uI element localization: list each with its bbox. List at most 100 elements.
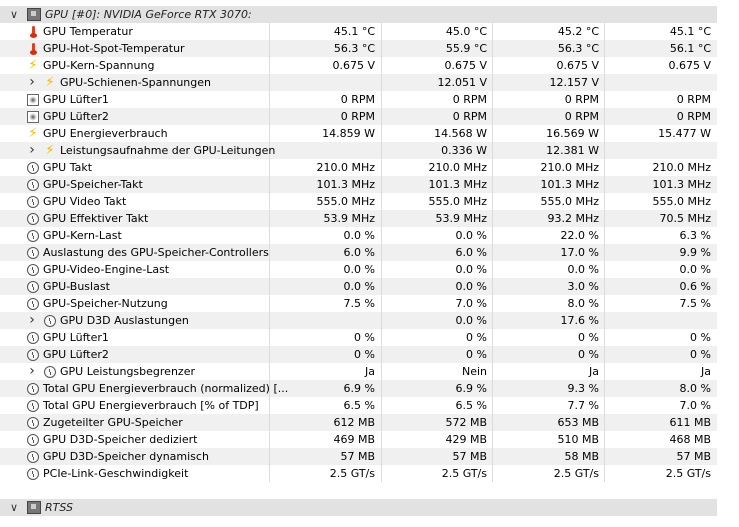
column-divider: [269, 142, 270, 159]
current-value: 612 MB: [333, 416, 375, 429]
max-value: 45.2 °C: [557, 25, 599, 38]
sensor-row[interactable]: Zugeteilter GPU-Speicher 612 MB 572 MB 653 …: [0, 414, 717, 431]
column-divider: [269, 329, 270, 346]
sensor-row[interactable]: › ⚡ Leistungsaufnahme der GPU-Leitungen 0.3…: [0, 142, 717, 159]
sensor-name: GPU D3D-Speicher dynamisch: [27, 448, 209, 465]
sensor-row[interactable]: Total GPU Energieverbrauch (normalized) …: [0, 380, 717, 397]
sensor-row[interactable]: GPU-Kern-Last 0.0 % 0.0 % 22.0 % 6.3 %: [0, 227, 717, 244]
sensor-row[interactable]: Auslastung des GPU-Speicher-Controllers 6…: [0, 244, 717, 261]
column-divider: [492, 261, 493, 278]
column-divider: [381, 261, 382, 278]
sensor-name: GPU-Kern-Last: [27, 227, 122, 244]
collapse-chevron-icon[interactable]: ∨: [9, 8, 19, 21]
current-value: 0 %: [354, 331, 375, 344]
fan-icon: [27, 110, 39, 123]
sensor-row[interactable]: › GPU Leistungsbegrenzer Ja Nein Ja Ja: [0, 363, 717, 380]
sensor-row[interactable]: GPU Lüfter2 0 % 0 % 0 % 0 %: [0, 346, 717, 363]
column-divider: [604, 278, 605, 295]
column-divider: [492, 23, 493, 40]
column-divider: [381, 397, 382, 414]
column-divider: [381, 57, 382, 74]
expand-chevron-icon[interactable]: ›: [29, 363, 35, 379]
current-value: [270, 74, 375, 91]
sensor-name: GPU Effektiver Takt: [27, 210, 148, 227]
sensor-row[interactable]: Total GPU Energieverbrauch [% of TDP] 6.5…: [0, 397, 717, 414]
min-value: 6.9 %: [455, 382, 487, 395]
sensor-row[interactable]: GPU Lüfter1 0 % 0 % 0 % 0 %: [0, 329, 717, 346]
max-value: 0 %: [578, 348, 599, 361]
expand-chevron-icon[interactable]: ›: [29, 74, 35, 90]
sensor-label: Leistungsaufnahme der GPU-Leitungen: [60, 144, 276, 157]
sensor-row[interactable]: GPU Lüfter1 0 RPM 0 RPM 0 RPM 0 RPM: [0, 91, 717, 108]
sensor-row[interactable]: GPU Effektiver Takt 53.9 MHz 53.9 MHz 93.2 …: [0, 210, 717, 227]
column-divider: [269, 159, 270, 176]
column-divider: [381, 295, 382, 312]
max-value: 0 RPM: [564, 93, 599, 106]
sensor-label: GPU Lüfter2: [43, 348, 109, 361]
column-divider: [269, 193, 270, 210]
column-divider: [381, 176, 382, 193]
sensor-row[interactable]: GPU Lüfter2 0 RPM 0 RPM 0 RPM 0 RPM: [0, 108, 717, 125]
sensor-label: GPU Energieverbrauch: [43, 127, 168, 140]
column-divider: [492, 448, 493, 465]
avg-value: 7.5 %: [679, 297, 711, 310]
sensor-row[interactable]: PCIe-Link-Geschwindigkeit 2.5 GT/s 2.5 GT/…: [0, 465, 717, 482]
sensor-row[interactable]: › GPU D3D Auslastungen 0.0 % 17.6 %: [0, 312, 717, 329]
current-value: Ja: [365, 365, 375, 378]
min-value: 57 MB: [452, 450, 487, 463]
column-divider: [269, 125, 270, 142]
sensor-label: GPU D3D-Speicher dynamisch: [43, 450, 209, 463]
column-divider: [492, 465, 493, 482]
sensor-row[interactable]: GPU Temperatur 45.1 °C 45.0 °C 45.2 °C 45.1 …: [0, 23, 717, 40]
column-divider: [492, 74, 493, 91]
sensor-row[interactable]: GPU-Buslast 0.0 % 0.0 % 3.0 % 0.6 %: [0, 278, 717, 295]
expand-chevron-icon[interactable]: ›: [29, 312, 35, 328]
clock-icon: [27, 229, 39, 242]
sensor-row[interactable]: GPU Video Takt 555.0 MHz 555.0 MHz 555.0 MH…: [0, 193, 717, 210]
sensor-row[interactable]: ⚡ GPU-Kern-Spannung 0.675 V 0.675 V 0.675 V 0…: [0, 57, 717, 74]
sensor-label: PCIe-Link-Geschwindigkeit: [43, 467, 189, 480]
current-value: 555.0 MHz: [316, 195, 375, 208]
max-value: 93.2 MHz: [547, 212, 599, 225]
vertical-scrollbar[interactable]: [717, 0, 739, 527]
gpu-group-header[interactable]: ∨ GPU [#0]: NVIDIA GeForce RTX 3070:: [0, 6, 717, 23]
collapse-chevron-icon[interactable]: ∨: [9, 501, 19, 514]
column-divider: [269, 312, 270, 329]
max-value: 7.7 %: [567, 399, 599, 412]
clock-icon: [27, 212, 39, 225]
sensor-label: GPU Temperatur: [43, 25, 133, 38]
column-divider: [381, 91, 382, 108]
avg-value: [605, 312, 711, 329]
sensor-name: GPU Temperatur: [27, 23, 133, 40]
column-divider: [604, 448, 605, 465]
column-divider: [492, 57, 493, 74]
clock-icon: [44, 365, 56, 378]
sensor-row[interactable]: GPU-Speicher-Nutzung 7.5 % 7.0 % 8.0 % 7.5 %: [0, 295, 717, 312]
sensor-row[interactable]: GPU Takt 210.0 MHz 210.0 MHz 210.0 MHz 210.0…: [0, 159, 717, 176]
column-divider: [269, 380, 270, 397]
current-value: 0.0 %: [343, 229, 375, 242]
column-divider: [604, 74, 605, 91]
sensor-label: GPU Lüfter1: [43, 331, 109, 344]
max-value: 555.0 MHz: [540, 195, 599, 208]
expand-chevron-icon[interactable]: ›: [29, 142, 35, 158]
column-divider: [492, 414, 493, 431]
min-value: 0.0 %: [455, 314, 487, 327]
horizontal-scrollbar[interactable]: [0, 518, 717, 527]
sensor-row[interactable]: ⚡ GPU Energieverbrauch 14.859 W 14.568 W 16.…: [0, 125, 717, 142]
sensor-row[interactable]: GPU D3D-Speicher dynamisch 57 MB 57 MB 58 M…: [0, 448, 717, 465]
avg-value: 2.5 GT/s: [665, 467, 711, 480]
max-value: 16.569 W: [546, 127, 599, 140]
sensor-row[interactable]: GPU-Speicher-Takt 101.3 MHz 101.3 MHz 101.3…: [0, 176, 717, 193]
max-value: 0 %: [578, 331, 599, 344]
current-value: 57 MB: [340, 450, 375, 463]
sensor-row[interactable]: GPU D3D-Speicher dediziert 469 MB 429 MB 51…: [0, 431, 717, 448]
sensor-row[interactable]: › ⚡ GPU-Schienen-Spannungen 12.051 V 12.157 …: [0, 74, 717, 91]
current-value: 0 %: [354, 348, 375, 361]
sensor-row[interactable]: GPU-Hot-Spot-Temperatur 56.3 °C 55.9 °C 56.…: [0, 40, 717, 57]
avg-value: 70.5 MHz: [659, 212, 711, 225]
rtss-group-header[interactable]: ∨ RTSS: [0, 499, 717, 516]
sensor-label: Auslastung des GPU-Speicher-Controllers: [43, 246, 269, 259]
clock-icon: [27, 297, 39, 310]
sensor-row[interactable]: GPU-Video-Engine-Last 0.0 % 0.0 % 0.0 % 0.0 …: [0, 261, 717, 278]
